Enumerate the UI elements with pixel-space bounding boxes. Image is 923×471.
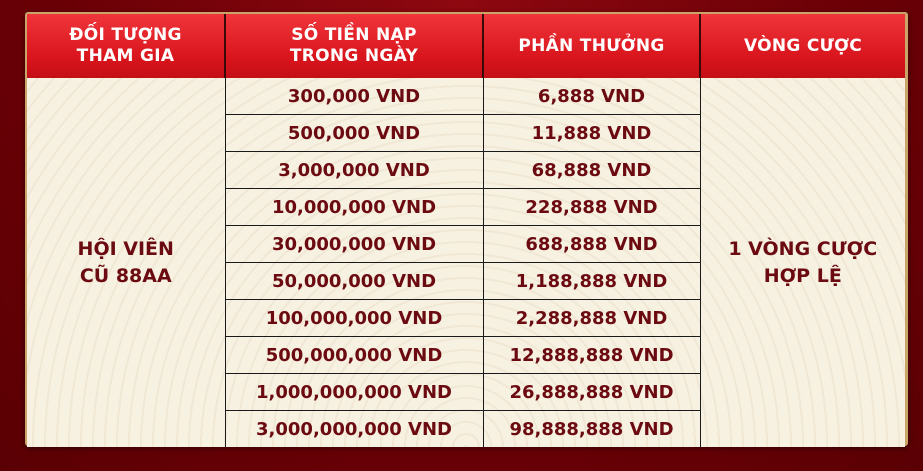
deposit-cell: 50,000,000 VND bbox=[224, 262, 484, 300]
reward-cell: 11,888 VND bbox=[482, 114, 701, 152]
deposit-cell: 100,000,000 VND bbox=[224, 299, 484, 337]
reward-cell: 6,888 VND bbox=[482, 78, 701, 115]
table-row: 10,000,000 VND 228,888 VND bbox=[27, 188, 905, 226]
reward-table: ĐỐI TƯỢNG THAM GIA SỐ TIỀN NẠP TRONG NGÀ… bbox=[27, 14, 905, 447]
reward-cell: 12,888,888 VND bbox=[482, 336, 701, 374]
table-row: 100,000,000 VND 2,288,888 VND bbox=[27, 299, 905, 337]
deposit-cell: 10,000,000 VND bbox=[224, 188, 484, 226]
table-row: 30,000,000 VND 688,888 VND bbox=[27, 225, 905, 263]
reward-cell: 2,288,888 VND bbox=[482, 299, 701, 337]
table-row: 50,000,000 VND 1,188,888 VND bbox=[27, 262, 905, 300]
reward-cell: 1,188,888 VND bbox=[482, 262, 701, 300]
table-row: 3,000,000,000 VND 98,888,888 VND bbox=[27, 410, 905, 447]
wagering-cell: 1 VÒNG CƯỢC HỢP LỆ bbox=[699, 78, 905, 447]
table-row: 500,000 VND 11,888 VND bbox=[27, 114, 905, 152]
header-wagering: VÒNG CƯỢC bbox=[700, 14, 905, 78]
deposit-cell: 500,000 VND bbox=[224, 114, 484, 152]
table-row: HỘI VIÊN CŨ 88AA 300,000 VND 6,888 VND 1 VÒ… bbox=[27, 78, 905, 447]
header-reward: PHẦN THƯỞNG bbox=[483, 14, 701, 78]
reward-cell: 98,888,888 VND bbox=[482, 410, 701, 447]
reward-cell: 688,888 VND bbox=[482, 225, 701, 263]
deposit-cell: 3,000,000 VND bbox=[224, 151, 484, 189]
reward-cell: 228,888 VND bbox=[482, 188, 701, 226]
deposit-cell: 3,000,000,000 VND bbox=[224, 410, 484, 447]
deposit-cell: 500,000,000 VND bbox=[224, 336, 484, 374]
deposit-cell: 300,000 VND bbox=[224, 78, 484, 115]
header-deposit: SỐ TIỀN NẠP TRONG NGÀY bbox=[225, 14, 484, 78]
header-participant: ĐỐI TƯỢNG THAM GIA bbox=[27, 14, 226, 78]
participant-cell: HỘI VIÊN CŨ 88AA bbox=[27, 78, 226, 447]
reward-cell: 68,888 VND bbox=[482, 151, 701, 189]
table-row: 500,000,000 VND 12,888,888 VND bbox=[27, 336, 905, 374]
table-row: 1,000,000,000 VND 26,888,888 VND bbox=[27, 373, 905, 411]
header-row: ĐỐI TƯỢNG THAM GIA SỐ TIỀN NẠP TRONG NGÀ… bbox=[27, 14, 905, 78]
deposit-cell: 1,000,000,000 VND bbox=[224, 373, 484, 411]
reward-cell: 26,888,888 VND bbox=[482, 373, 701, 411]
deposit-cell: 30,000,000 VND bbox=[224, 225, 484, 263]
